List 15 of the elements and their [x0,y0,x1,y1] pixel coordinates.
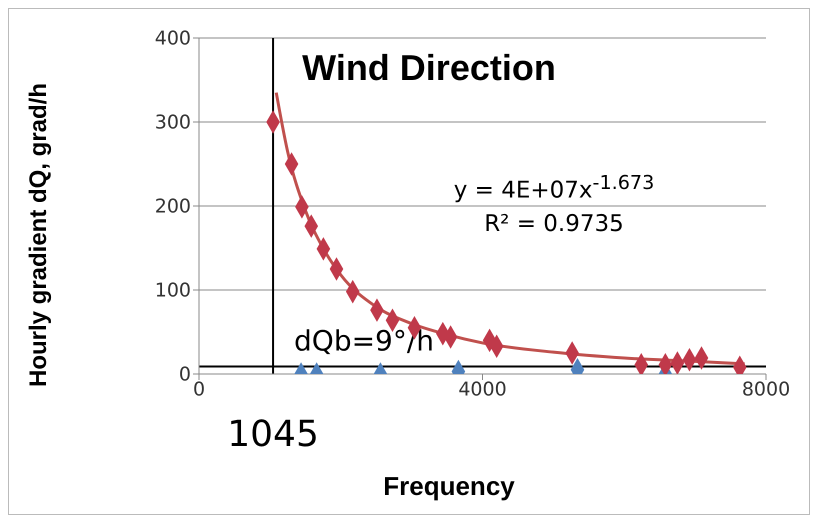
x-tick-label: 0 [192,378,206,400]
y-tick-label: 300 [154,112,191,134]
ref-line-label: dQb=9°/h [294,324,434,358]
annotation: R² = 0.9735 [483,211,625,237]
annotation: y = 4E+07x$^{-1.673}$ [452,171,656,204]
y-axis-title: Hourly gradient dQ, grad/h [25,82,53,390]
y-tick-label: 200 [154,196,191,218]
chart-title: Wind Direction [301,47,557,89]
ref-line-label: 1045 [227,414,319,455]
x-tick-label: 4000 [458,378,507,400]
x-axis-title: Frequency [382,471,516,502]
y-tick-label: 100 [154,280,191,302]
x-tick-label: 8000 [742,378,790,400]
y-tick-label: 400 [154,28,191,50]
y-tick-label: 0 [178,364,191,386]
